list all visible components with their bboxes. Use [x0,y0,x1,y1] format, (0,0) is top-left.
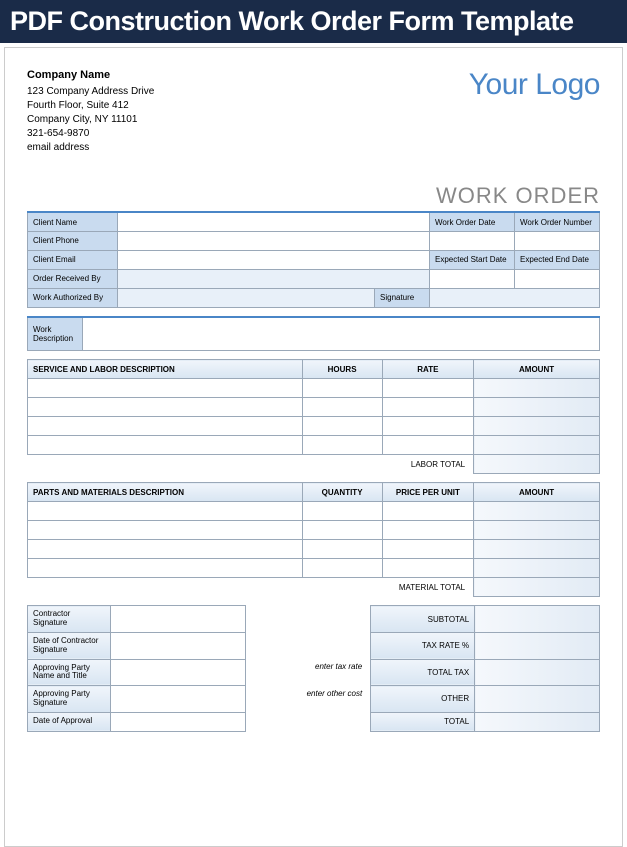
field-signature[interactable] [430,288,600,307]
col-hours: HOURS [302,360,382,379]
field-tax-rate[interactable] [475,632,600,659]
hint-enter-other: enter other cost [246,686,371,732]
field-approving-name[interactable] [111,659,246,686]
label-wo-number: Work Order Number [515,212,600,231]
field-wo-number[interactable] [515,231,600,250]
table-row[interactable] [28,559,600,578]
label-labor-total: LABOR TOTAL [28,455,474,474]
field-wo-date[interactable] [430,231,515,250]
col-parts-desc: PARTS AND MATERIALS DESCRIPTION [28,483,303,502]
field-material-total [474,578,600,597]
field-date-approval[interactable] [111,712,246,731]
company-email: email address [27,141,154,155]
label-work-authorized: Work Authorized By [28,288,118,307]
page-title-bar: PDF Construction Work Order Form Templat… [0,0,627,43]
parts-materials-table: PARTS AND MATERIALS DESCRIPTION QUANTITY… [27,482,600,597]
label-client-email: Client Email [28,250,118,269]
table-row[interactable] [28,379,600,398]
label-approving-name: Approving Party Name and Title [28,659,111,686]
field-contractor-sig[interactable] [111,606,246,633]
field-client-name[interactable] [118,212,430,231]
label-other: OTHER [371,686,475,713]
table-row[interactable] [28,436,600,455]
label-client-phone: Client Phone [28,231,118,250]
field-client-email[interactable] [118,250,430,269]
service-labor-table: SERVICE AND LABOR DESCRIPTION HOURS RATE… [27,359,600,474]
bottom-section: Contractor Signature SUBTOTAL Date of Co… [27,605,600,731]
label-signature: Signature [375,288,430,307]
label-total-tax: TOTAL TAX [371,659,475,686]
company-name: Company Name [27,68,154,83]
field-order-received[interactable] [118,269,430,288]
col-amount: AMOUNT [474,360,600,379]
label-exp-end: Expected End Date [515,250,600,269]
field-approving-sig[interactable] [111,686,246,713]
col-rate: RATE [382,360,474,379]
field-work-authorized[interactable] [118,288,375,307]
label-date-approval: Date of Approval [28,712,111,731]
table-row[interactable] [28,417,600,436]
field-exp-start[interactable] [430,269,515,288]
company-city: Company City, NY 11101 [27,113,154,127]
company-address1: 123 Company Address Drive [27,85,154,99]
company-address2: Fourth Floor, Suite 412 [27,99,154,113]
label-material-total: MATERIAL TOTAL [28,578,474,597]
label-client-name: Client Name [28,212,118,231]
label-order-received: Order Received By [28,269,118,288]
field-labor-total [474,455,600,474]
label-work-desc: Work Description [28,317,83,351]
logo-placeholder: Your Logo [469,68,600,102]
table-row[interactable] [28,540,600,559]
label-approving-sig: Approving Party Signature [28,686,111,713]
col-quantity: QUANTITY [302,483,382,502]
company-block: Company Name 123 Company Address Drive F… [27,68,154,155]
field-work-desc[interactable] [83,317,600,351]
field-client-phone[interactable] [118,231,430,250]
label-tax-rate: TAX RATE % [371,632,475,659]
table-row[interactable] [28,502,600,521]
field-total [475,712,600,731]
document-title: WORK ORDER [27,183,600,209]
company-phone: 321-654-9870 [27,127,154,141]
col-price: PRICE PER UNIT [382,483,474,502]
document-frame: Company Name 123 Company Address Drive F… [4,47,623,847]
label-date-contractor: Date of Contractor Signature [28,632,111,659]
field-exp-end[interactable] [515,269,600,288]
field-total-tax [475,659,600,686]
label-total: TOTAL [371,712,475,731]
field-subtotal [475,606,600,633]
label-wo-date: Work Order Date [430,212,515,231]
client-info-table: Client Name Work Order Date Work Order N… [27,211,600,308]
label-exp-start: Expected Start Date [430,250,515,269]
table-row[interactable] [28,398,600,417]
header-row: Company Name 123 Company Address Drive F… [27,68,600,155]
hint-enter-tax: enter tax rate [246,659,371,686]
field-date-contractor[interactable] [111,632,246,659]
field-other[interactable] [475,686,600,713]
col-service-desc: SERVICE AND LABOR DESCRIPTION [28,360,303,379]
col-parts-amount: AMOUNT [474,483,600,502]
table-row[interactable] [28,521,600,540]
work-description-table: Work Description [27,316,600,352]
label-subtotal: SUBTOTAL [371,606,475,633]
label-contractor-sig: Contractor Signature [28,606,111,633]
